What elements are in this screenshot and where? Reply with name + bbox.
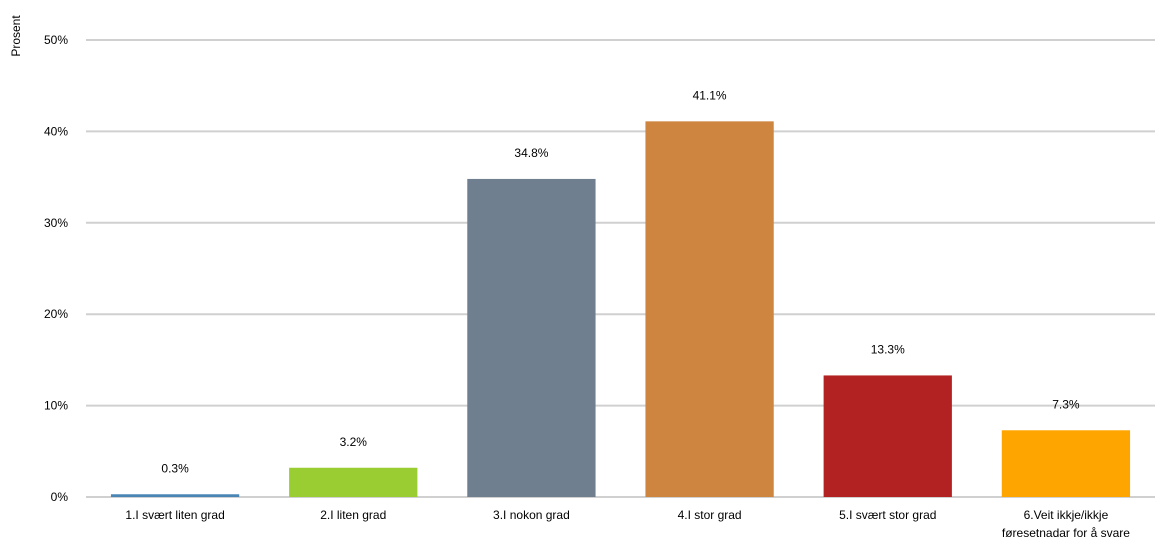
data-label: 41.1% [693,88,727,102]
data-label: 13.3% [871,342,905,356]
bar [110,494,240,497]
y-tick-label: 10% [44,399,68,413]
x-tick-label: 1.I svært liten grad [125,508,224,522]
x-tick-label: 3.I nokon grad [493,508,570,522]
y-tick-label: 0% [51,490,69,504]
bar [645,121,774,497]
y-tick-label: 40% [44,124,68,138]
x-tick-label: 4.I stor grad [678,508,742,522]
bars [110,121,1131,498]
data-label: 7.3% [1052,397,1080,411]
data-labels: 0.3% 3.2% 34.8% 41.1% 13.3% 7.3% [161,88,1080,475]
x-tick-label: 6.Veit ikkje/ikkje [1024,508,1109,522]
data-label: 34.8% [514,146,548,160]
data-label: 3.2% [340,435,368,449]
y-tick-label: 20% [44,307,68,321]
data-label: 0.3% [161,461,189,475]
x-tick-label: 5.I svært stor grad [839,508,936,522]
x-tick-label: føresetnadar for å svare [1002,526,1130,537]
gridlines [86,39,1155,498]
y-axis-title: Prosent [9,15,23,57]
y-tick-label: 50% [44,33,68,47]
bar [1001,430,1131,497]
y-tick-label: 30% [44,216,68,230]
y-axis-ticks: 0% 10% 20% 30% 40% 50% [44,33,68,504]
x-axis-categories: 1.I svært liten grad 2.I liten grad 3.I no… [125,508,1130,540]
bar [823,375,952,497]
x-tick-label: 2.I liten grad [320,508,386,522]
bar [289,467,418,497]
bar [467,178,596,498]
